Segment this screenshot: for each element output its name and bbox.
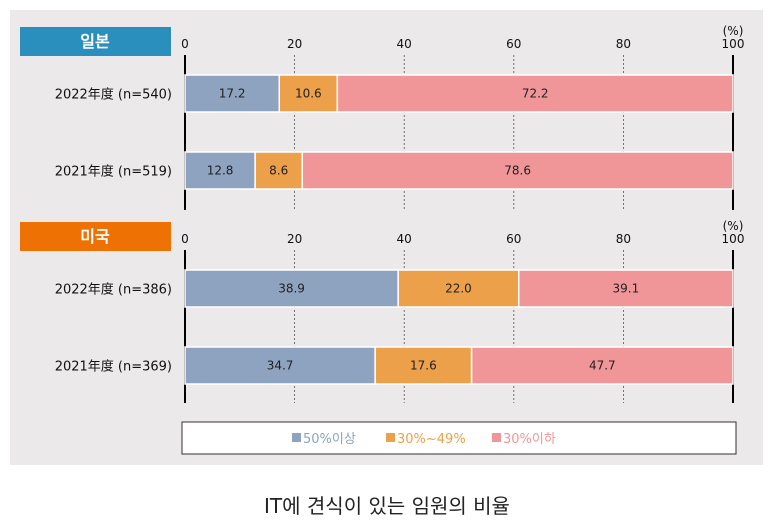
group-1-data-label: 12.8	[207, 164, 234, 178]
group-1-tick-label: 100	[722, 37, 745, 51]
legend-swatch	[492, 433, 501, 442]
group-2-tick-label: 20	[287, 232, 302, 246]
group-2-data-label: 38.9	[278, 282, 305, 296]
group-2-bar-segment	[184, 269, 399, 308]
group-1-bar-segment	[278, 74, 339, 113]
group-2-bar-segment	[517, 269, 734, 308]
group-1-bar-segment	[336, 74, 734, 113]
figure-caption: IT에 견식이 있는 임원의 비율	[264, 494, 510, 518]
group-1-category-label: 2022年度 (n=540)	[55, 87, 172, 103]
group-1-tag	[20, 27, 171, 56]
legend-label: 30%이하	[503, 432, 556, 447]
group-2-category-label: 2021年度 (n=369)	[55, 359, 172, 375]
group-1-bar-segment	[254, 151, 304, 190]
group-2-bar-segment	[374, 346, 473, 385]
group-2-tick-label: 40	[397, 232, 412, 246]
group-2-bar-segment	[470, 346, 734, 385]
legend-label: 50%이상	[303, 432, 356, 447]
group-2-data-label: 17.6	[410, 359, 437, 373]
group-1-tag-label: 일본	[80, 32, 110, 51]
legend-label: 30%~49%	[397, 432, 466, 447]
group-2-data-label: 39.1	[613, 282, 640, 296]
group-2-tick-label: 60	[506, 232, 521, 246]
group-2-tick-label: 100	[722, 232, 745, 246]
group-1-tick-label: 40	[397, 37, 412, 51]
legend-swatch	[292, 433, 301, 442]
group-1-category-label: 2021年度 (n=519)	[55, 164, 172, 180]
group-1-data-label: 17.2	[219, 87, 246, 101]
group-1-unit-label: (%)	[723, 24, 744, 38]
group-1-data-label: 78.6	[504, 164, 531, 178]
group-1-tick-label: 80	[616, 37, 631, 51]
group-1-tick-label: 0	[181, 37, 189, 51]
group-2-data-label: 34.7	[267, 359, 294, 373]
group-1-tick-label: 20	[287, 37, 302, 51]
group-2-tick-label: 0	[181, 232, 189, 246]
group-1-tick-label: 60	[506, 37, 521, 51]
group-2-data-label: 47.7	[589, 359, 616, 373]
group-1-data-label: 10.6	[295, 87, 322, 101]
group-2-category-label: 2022年度 (n=386)	[55, 282, 172, 298]
group-1-bar-segment	[301, 151, 734, 190]
group-2-unit-label: (%)	[723, 219, 744, 233]
stacked-bar-chart: 일본 0 20 40 60 80 100(%)2022年度 (n=540) 17.2 10.6 7…	[10, 10, 763, 465]
group-2-data-label: 22.0	[445, 282, 472, 296]
group-2-bar-segment	[184, 346, 376, 385]
group-1-data-label: 72.2	[522, 87, 549, 101]
legend-box	[181, 421, 737, 455]
group-2-tag-label: 미국	[80, 227, 110, 246]
group-2-tag	[20, 222, 171, 251]
group-1-bar-segment	[184, 151, 256, 190]
group-2-tick-label: 80	[616, 232, 631, 246]
group-1-data-label: 8.6	[269, 164, 288, 178]
group-1-bar-segment	[184, 74, 281, 113]
legend-swatch	[386, 433, 395, 442]
